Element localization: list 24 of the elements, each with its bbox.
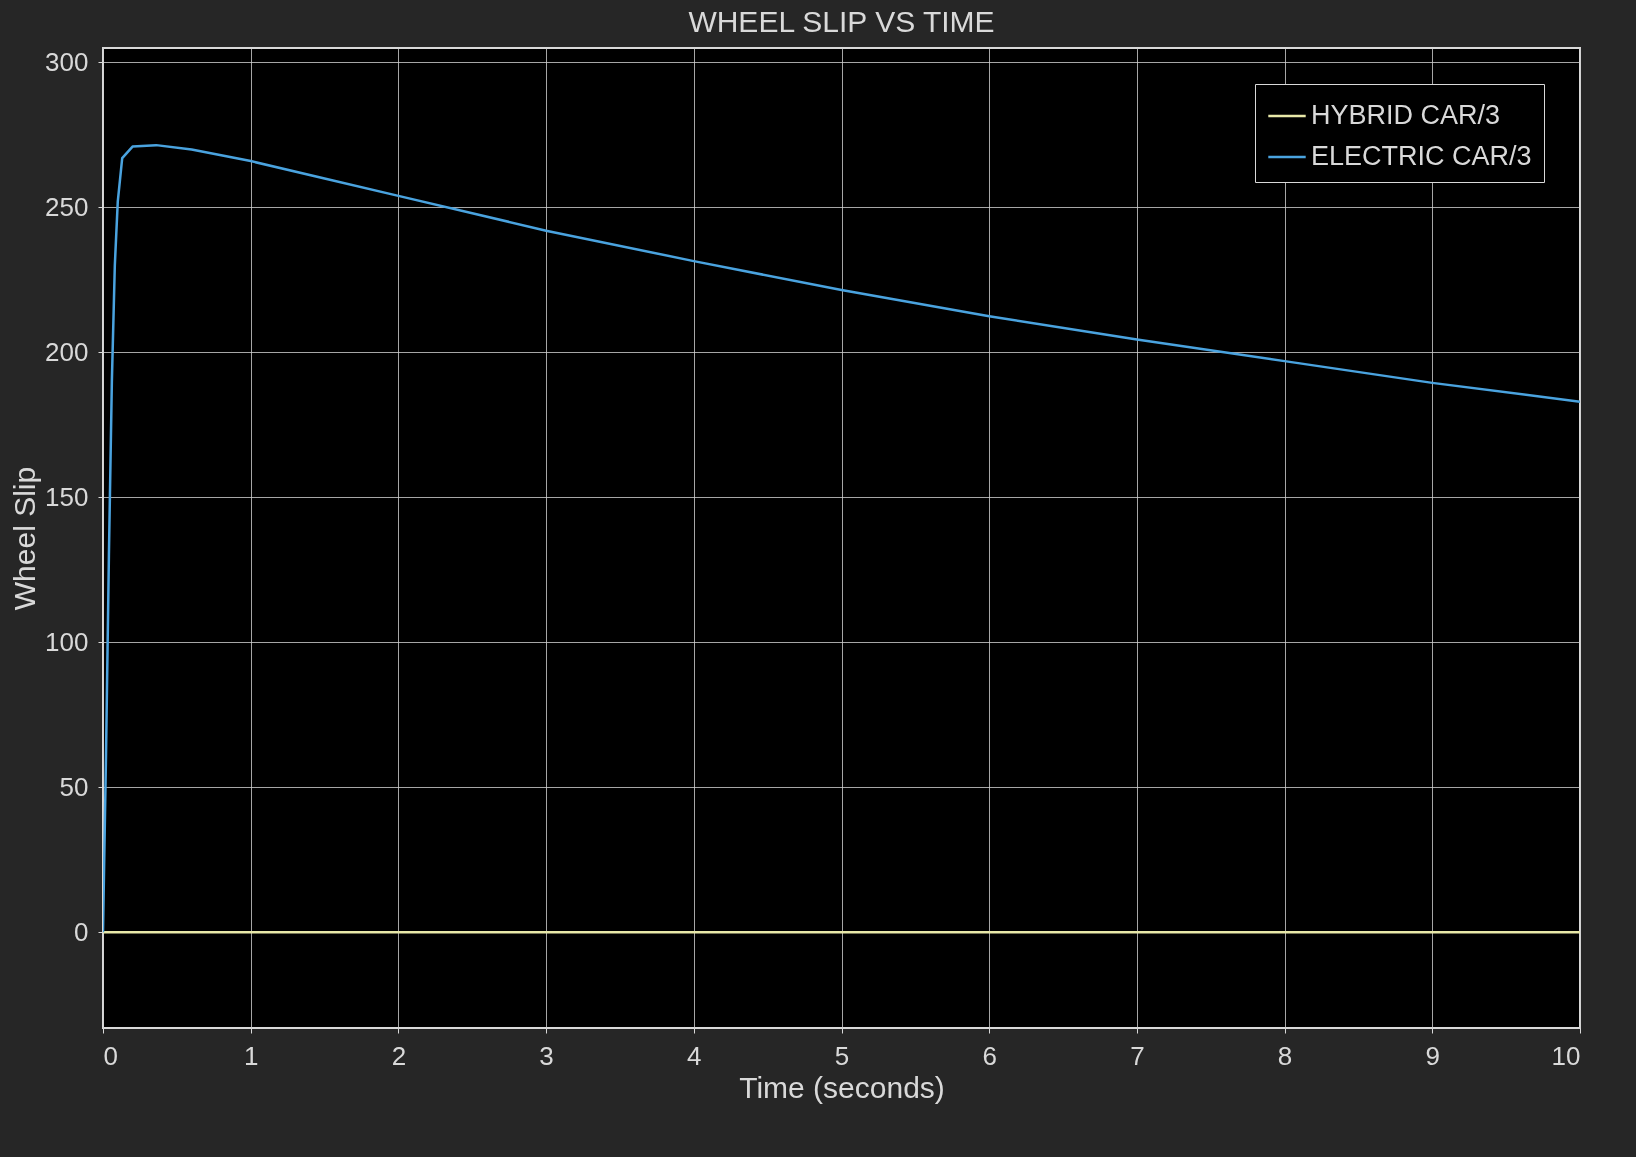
x-tick-label: 0: [103, 1040, 118, 1071]
y-tick-label: 150: [45, 481, 89, 512]
x-tick-label: 5: [834, 1040, 850, 1071]
y-axis-title: Wheel Slip: [8, 466, 42, 611]
x-tick-label: 9: [1425, 1040, 1441, 1071]
y-tick-label: 100: [45, 626, 89, 657]
y-tick-label: 50: [59, 771, 89, 802]
x-tick-label: 6: [982, 1040, 997, 1071]
x-tick-label: 10: [1551, 1040, 1581, 1071]
x-tick-label: 1: [243, 1040, 259, 1071]
line-series: [103, 143, 1580, 934]
legend-label: ELECTRIC CAR/3: [1311, 141, 1532, 171]
y-tick-label: 0: [74, 916, 89, 947]
y-tick-label: 250: [45, 191, 89, 222]
x-tick-label: 8: [1277, 1040, 1293, 1071]
x-tick-label: 4: [687, 1040, 702, 1071]
x-tick-label: 2: [391, 1040, 407, 1071]
y-tick-label: 300: [45, 47, 89, 77]
x-tick-label: 3: [539, 1040, 554, 1071]
chart-title: WHEEL SLIP VS TIME: [688, 5, 995, 38]
y-tick-label: 200: [45, 336, 89, 367]
x-axis-title: Time (seconds): [739, 1070, 945, 1104]
x-tick-label: 7: [1130, 1040, 1145, 1071]
legend-label: HYBRID CAR/3: [1311, 100, 1501, 130]
